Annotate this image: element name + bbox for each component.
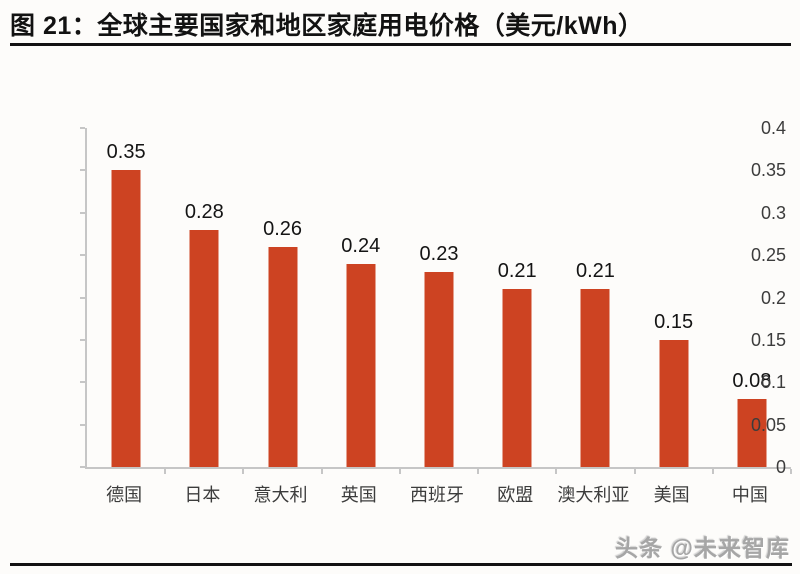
y-tick-mark — [80, 296, 85, 299]
bar — [737, 399, 767, 467]
bar — [189, 230, 219, 467]
bar-value-label: 0.35 — [106, 141, 146, 163]
bar — [502, 289, 532, 467]
bar-group: 0.21 — [478, 128, 558, 474]
y-tick-label: 0 — [775, 457, 786, 477]
x-tick-mark — [633, 469, 636, 474]
y-tick-label: 0.05 — [750, 414, 786, 435]
x-tick-mark — [789, 469, 792, 474]
x-axis-category-label: 澳大利亚 — [557, 485, 630, 505]
y-tick-label: 0.3 — [760, 202, 786, 223]
bar-group: 0.21 — [556, 128, 636, 474]
x-axis-category-label: 欧盟 — [497, 485, 534, 505]
y-tick-label: 0.2 — [760, 287, 786, 308]
bar-value-label: 0.24 — [341, 235, 381, 257]
bar — [580, 289, 610, 467]
bar — [659, 340, 689, 467]
y-tick-label: 0.1 — [760, 372, 786, 393]
watermark: 头条 @未来智库 — [615, 535, 790, 561]
x-axis-category-label: 日本 — [184, 485, 221, 505]
bar-value-label: 0.21 — [497, 260, 537, 282]
y-tick-mark — [80, 466, 85, 468]
bar-value-label: 0.26 — [263, 218, 303, 240]
x-tick-mark — [320, 469, 323, 474]
bar-group: 0.35 — [87, 128, 167, 474]
bar-value-label: 0.08 — [732, 370, 772, 392]
bar-group: 0.23 — [400, 128, 480, 474]
bar-value-label: 0.28 — [184, 201, 224, 223]
x-axis-category-label: 中国 — [731, 485, 768, 505]
x-axis-category-label: 美国 — [653, 485, 690, 505]
bar-value-label: 0.23 — [419, 243, 459, 265]
bar-group: 0.15 — [635, 128, 714, 474]
x-axis-category-label: 意大利 — [253, 485, 308, 505]
y-tick-mark — [80, 169, 85, 172]
bar-group: 0.28 — [165, 128, 245, 474]
y-tick-mark — [80, 338, 85, 341]
bar — [268, 247, 298, 467]
x-tick-mark — [477, 469, 480, 474]
x-axis-category-label: 德国 — [106, 485, 143, 505]
bar — [424, 272, 454, 467]
bar-group: 0.08 — [713, 128, 792, 474]
bottom-divider — [10, 563, 792, 566]
y-tick-label: 0.4 — [760, 118, 786, 138]
y-tick-mark — [80, 254, 85, 257]
bar-group: 0.26 — [243, 128, 323, 474]
y-tick-mark — [80, 211, 85, 214]
x-tick-mark — [398, 469, 401, 474]
y-tick-mark — [80, 381, 85, 384]
bar-value-label: 0.15 — [654, 311, 694, 333]
bar — [111, 170, 141, 467]
x-axis-category-label: 英国 — [340, 485, 377, 505]
x-axis-category-label: 西班牙 — [409, 485, 464, 505]
plot-area: 0.35 0.28 0.26 0.24 0.23 0.21 0.21 0.15 0.08 — [85, 128, 792, 474]
bar-value-label: 0.21 — [575, 260, 615, 282]
bar-group: 0.24 — [322, 128, 401, 474]
y-tick-label: 0.35 — [750, 160, 786, 181]
y-tick-mark — [80, 127, 85, 129]
y-tick-label: 0.25 — [750, 245, 786, 266]
x-tick-mark — [164, 469, 167, 474]
x-tick-mark — [555, 469, 558, 474]
bar — [346, 264, 376, 467]
y-tick-label: 0.15 — [750, 329, 786, 350]
x-tick-mark — [242, 469, 245, 474]
x-tick-mark — [711, 469, 714, 474]
x-axis-labels: 德国 日本 意大利 英国 西班牙 欧盟 澳大利亚 美国 中国 — [85, 481, 789, 507]
y-tick-mark — [80, 423, 85, 426]
chart-title: 图 21：全球主要国家和地区家庭用电价格（美元/kWh） — [10, 12, 644, 40]
title-divider — [10, 43, 791, 46]
